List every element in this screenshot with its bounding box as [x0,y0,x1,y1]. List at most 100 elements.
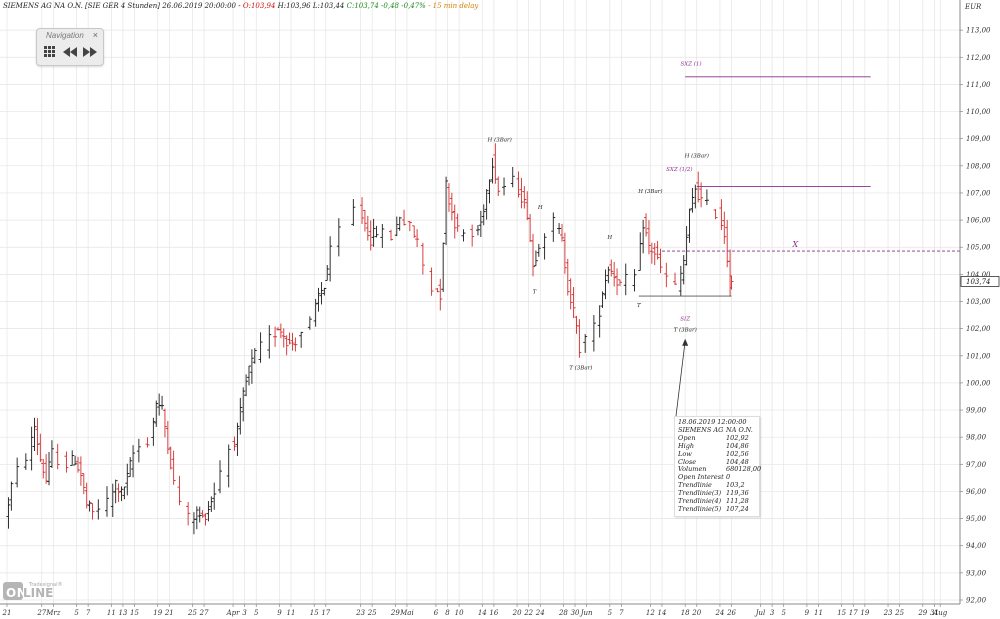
x-tick-label: 30 [571,609,580,617]
x-tick-label: 24 [714,609,724,617]
tooltip-value: 103,2 [726,481,745,490]
x-tick-label: 25 [894,609,904,617]
tooltip-key: High [678,441,695,450]
y-tick-label: 104,00 [966,271,991,279]
y-tick-label: 109,00 [966,135,991,143]
tooltip-key: Open Interest [678,473,724,482]
grid-icon[interactable] [44,45,58,59]
x-tick-label: 5 [608,609,613,617]
y-tick-label: 112,00 [966,54,991,62]
tooltip-row: Volumen 680128,00 [678,465,761,474]
annotation-label: SXZ (1) [680,60,701,67]
x-tick-label: 25 [187,609,197,617]
tooltip-key: Trendlinie(5) [678,504,722,513]
x-tick-label: 7 [619,609,624,617]
x-tick-label: 5 [254,609,259,617]
x-tick-label: 28 [558,609,568,617]
annotations: H (3Bar) H T T (3Bar) H T H (3Bar) SXZ (1/2) H (… [487,60,798,417]
rewind-icon[interactable] [63,45,79,59]
logo-text-on: ON [6,586,28,600]
y-tick-label: 107,00 [966,189,991,197]
tooltip-key: Trendlinie [678,481,712,490]
x-tick-label: 9 [277,609,282,617]
trend-levels [638,76,960,297]
tooltip-row: Open Interest 0 [678,473,756,482]
x-tick-label: 14 [658,609,667,617]
tooltip-value: 111,28 [726,497,749,506]
annotation-label: T [637,303,641,309]
tooltip-value: 104,86 [726,441,749,450]
x-tick-label: 16 [489,609,498,617]
y-tick-label: 96,00 [966,488,987,496]
tooltip-value: 119,36 [726,489,749,498]
header-open: O:103,94 [242,2,276,10]
tooltip-key: Trendlinie(4) [678,497,722,506]
x-tick-label: 11 [287,609,296,617]
y-tick-label: 92,00 [966,597,987,605]
y-tick-label: 95,00 [966,515,987,523]
logo-box [3,582,23,600]
x-tick-label: 5 [74,609,79,617]
x-tick-label: 27 [36,609,46,617]
tooltip-name: SIEMENS AG [678,425,724,434]
tooltip-row: Open 102,92 [678,434,756,443]
tooltip-key: Low [678,449,692,458]
y-tick-label: 93,00 [966,569,987,577]
x-tick-label: 17 [321,609,330,617]
x-tick-label: 26 [726,609,736,617]
x-tick-label: 9 [805,609,810,617]
x-tick-label: 18 [681,609,690,617]
x-tick-label: 24 [535,609,545,617]
x-tick-label: 15 [130,609,139,617]
tooltip-key: Volumen [678,465,707,474]
x-tick-label: Jun [579,609,593,617]
gridlines [0,0,960,604]
x-tick-label: 6 [434,609,439,617]
plot-background [0,0,960,604]
header-instrument: SIEMENS AG NA O.N. [SIE GER 4 Stunden] 2… [3,2,241,10]
x-tick-label: 22 [523,609,533,617]
y-tick-label: 99,00 [966,407,987,415]
x-tick-label: 29 [917,609,927,617]
header-close: C:103,74 -0,48 -0,47% [346,2,426,10]
crosshair-pointer [675,340,686,417]
navigation-panel[interactable]: Navigation × [36,28,104,66]
y-tick-label: 98,00 [966,434,987,442]
tooltip-row: Trendlinie(3) 119,36 [678,489,756,498]
tooltip-row: Trendlinie(4) 111,28 [678,497,756,506]
fast-forward-icon[interactable] [83,45,99,59]
x-tick-label: 3 [770,609,775,617]
x-tick-label: 15 [837,609,846,617]
annotation-label: H (3Bar) [487,136,512,143]
x-tick-label: 12 [646,609,655,617]
x-tick-label: 13 [118,609,127,617]
annotation-label: X [791,240,798,249]
x-tick-label: 14 [478,609,487,617]
annotation-label: T (3Bar) [674,326,697,333]
tooltip-row: Close 104,48 [678,458,756,467]
annotation-label: H (3Bar) [684,153,709,160]
x-tick-label: 21 [164,609,174,617]
chart-header: SIEMENS AG NA O.N. [SIE GER 4 Stunden] 2… [3,2,478,10]
crosshair-arrowhead [682,338,689,346]
x-tick-label: 20 [512,609,522,617]
tooltip-rows: Open 102,92 High 104,86 Low 102,56 Close 104,48… [678,434,761,514]
y-tick-label: 110,00 [966,108,991,116]
logo-brand: Tradesignal® [29,582,63,588]
annotation-label: T (3Bar) [569,364,592,371]
x-tick-label: Jul [754,609,766,617]
tooltip-row: Low 102,56 [678,449,756,459]
last-price-label: 103,74 [966,278,991,286]
x-tick-label: Apr [226,609,241,617]
header-low: L:103,44 [312,2,345,10]
close-icon[interactable]: × [92,30,98,40]
tooltip-value: 107,24 [726,504,749,513]
x-tick-label: 27 [199,609,209,617]
y-tick-label: 106,00 [966,217,991,225]
last-price-box [960,276,1000,287]
y-axis-unit: EUR [964,3,982,11]
tooltip-row: Trendlinie 103,2 [678,481,756,490]
